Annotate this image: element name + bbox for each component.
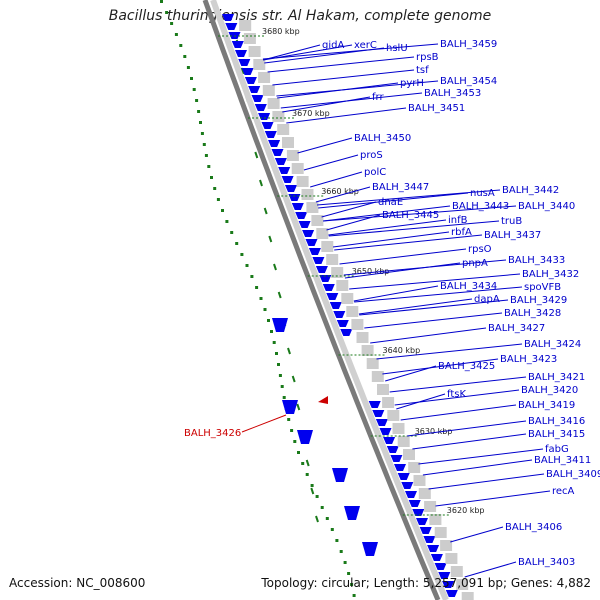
backbone-arc [202,0,449,600]
gene-label-frr[interactable]: frr [372,92,384,103]
gene-label-BALH_3459[interactable]: BALH_3459 [440,39,497,50]
gene-label-BALH_3442[interactable]: BALH_3442 [502,185,559,196]
highlighted-gene-label[interactable]: BALH_3426 [184,428,241,439]
gene-label-BALH_3411[interactable]: BALH_3411 [534,455,591,466]
gene-label-BALH_3454[interactable]: BALH_3454 [440,76,497,87]
gene-label-recA[interactable]: recA [552,486,575,497]
gene-label-pnpA[interactable]: pnpA [462,258,488,269]
forward-gene-arrows [222,14,458,597]
genome-title: Bacillus thuringiensis str. Al Hakam, co… [108,8,492,24]
gene-label-polC[interactable]: polC [364,167,386,178]
gene-label-BALH_3423[interactable]: BALH_3423 [500,354,557,365]
cog-feature-track [239,20,474,600]
gene-label-BALH_3432[interactable]: BALH_3432 [522,269,579,280]
scale-ticks: 3680 kbp 3670 kbp 3660 kbp 3650 kbp 3640 kbp… [218,27,485,516]
gene-label-BALH_3437[interactable]: BALH_3437 [484,230,541,241]
gene-label-BALH_3434[interactable]: BALH_3434 [440,281,497,292]
gene-label-dapA[interactable]: dapA [474,294,500,305]
gene-label-BALH_3443[interactable]: BALH_3443 [452,201,509,212]
gene-label-rpsB[interactable]: rpsB [416,52,439,63]
scale-tick-label: 3680 kbp [262,27,300,36]
gene-label-BALH_3451[interactable]: BALH_3451 [408,103,465,114]
scale-tick-label: 3620 kbp [447,506,485,515]
gene-label-BALH_3406[interactable]: BALH_3406 [505,522,562,533]
gene-label-rbfA[interactable]: rbfA [451,227,472,238]
gene-label-gidA[interactable]: gidA [322,40,344,51]
gene-label-BALH_3450[interactable]: BALH_3450 [354,133,411,144]
gene-label-BALH_3403[interactable]: BALH_3403 [518,557,575,568]
highlight-arrow-icon [318,396,328,404]
gene-label-BALH_3440[interactable]: BALH_3440 [518,201,575,212]
gene-label-truB[interactable]: truB [501,216,522,227]
label-leaders [262,43,551,578]
gene-label-BALH_3419[interactable]: BALH_3419 [518,400,575,411]
gene-label-BALH_3428[interactable]: BALH_3428 [504,308,561,319]
gene-label-BALH_3453[interactable]: BALH_3453 [424,88,481,99]
gene-label-BALH_3416[interactable]: BALH_3416 [528,416,585,427]
scale-tick-label: 3670 kbp [292,109,330,118]
scale-tick-label: 3630 kbp [415,427,453,436]
gene-label-tsf[interactable]: tsf [416,65,429,76]
scale-tick-label: 3640 kbp [383,346,421,355]
gene-label-BALH_3409[interactable]: BALH_3409 [546,469,600,480]
gene-label-BALH_3421[interactable]: BALH_3421 [528,372,585,383]
gene-label-BALH_3429[interactable]: BALH_3429 [510,295,567,306]
gene-label-BALH_3420[interactable]: BALH_3420 [521,385,578,396]
gene-label-hslU[interactable]: hslU [386,43,408,54]
gene-label-xerC[interactable]: xerC [354,40,377,51]
gene-label-infB[interactable]: infB [448,215,468,226]
gene-label-dnaE[interactable]: dnaE [378,197,403,208]
scale-tick-label: 3650 kbp [352,267,390,276]
gene-label-ftsK[interactable]: ftsK [447,389,466,400]
gene-label-rpsO[interactable]: rpsO [468,244,492,255]
gene-label-BALH_3415[interactable]: BALH_3415 [528,429,585,440]
gene-label-nusA[interactable]: nusA [470,188,495,199]
genome-summary-text: Topology: circular; Length: 5,257,091 bp… [261,576,591,590]
gene-label-BALH_3427[interactable]: BALH_3427 [488,323,545,334]
gene-label-fabG[interactable]: fabG [545,444,569,455]
highlighted-gene-marker: BALH_3426 [184,396,328,439]
gene-label-pyrH[interactable]: pyrH [400,78,424,89]
gene-label-BALH_3445[interactable]: BALH_3445 [382,210,439,221]
scale-tick-label: 3660 kbp [321,187,359,196]
gene-label-BALH_3425[interactable]: BALH_3425 [438,361,495,372]
accession-text: Accession: NC_008600 [9,576,146,590]
gene-label-BALH_3424[interactable]: BALH_3424 [524,339,581,350]
gene-label-BALH_3447[interactable]: BALH_3447 [372,182,429,193]
gene-label-BALH_3433[interactable]: BALH_3433 [508,255,565,266]
gene-label-spoVFB[interactable]: spoVFB [524,282,561,293]
gene-label-proS[interactable]: proS [360,150,383,161]
